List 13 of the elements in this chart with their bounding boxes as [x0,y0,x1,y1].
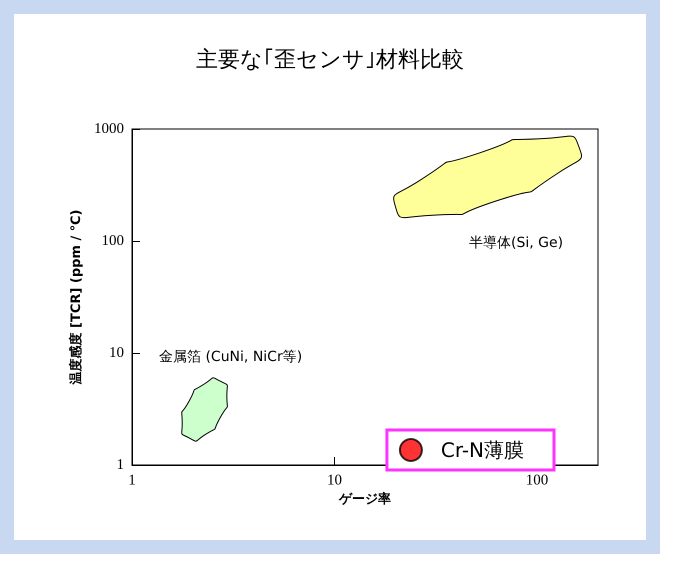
x-axis-title: ゲージ率 [338,490,391,507]
y-tick-label: 1 [116,457,124,473]
y-axis-title: 温度感度 [TCR] (ppm / ℃) [68,210,84,386]
annotation: 金属箔 (CuNi, NiCr等) [159,349,302,365]
y-tick-label: 1000 [94,121,124,137]
x-tick-label: 1 [128,472,136,488]
x-tick-label: 10 [327,472,342,488]
y-tick-label: 10 [109,345,124,361]
y-tick-label: 100 [102,233,124,249]
legend-label: Cr-N薄膜 [440,438,524,462]
chart-title: 主要な｢歪センサ｣材料比較 [196,48,464,72]
x-tick-label: 100 [526,472,548,488]
annotation: 半導体(Si, Ge) [469,235,564,251]
